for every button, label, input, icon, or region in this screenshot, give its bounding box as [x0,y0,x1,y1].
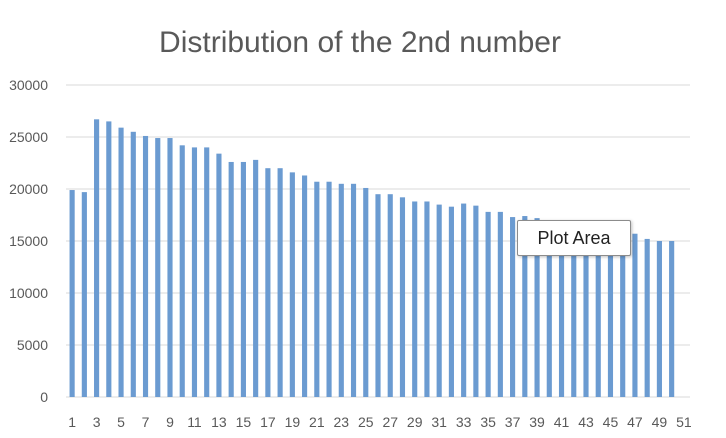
x-tick-label: 13 [211,414,227,430]
bar[interactable] [94,119,100,397]
x-tick-label: 29 [407,414,423,430]
x-tick-label: 35 [480,414,496,430]
bar[interactable] [130,131,136,398]
bar-series[interactable] [69,119,675,398]
bar[interactable] [534,218,540,397]
bar[interactable] [167,138,173,398]
x-tick-label: 11 [187,414,202,430]
bar[interactable] [424,201,430,397]
x-tick-label: 47 [627,414,643,430]
x-axis-tick-labels: 1 3 5 7 9 11 13 15 17 19 21 23 25 27 29 31 33 35 37 39 41 43 4… [68,414,692,430]
bar[interactable] [461,203,467,397]
bar[interactable] [216,153,222,397]
bar[interactable] [620,233,626,397]
bar[interactable] [375,194,381,397]
bar[interactable] [497,211,503,397]
y-tick-label: 0 [40,389,48,405]
x-tick-label: 21 [309,414,325,430]
bar[interactable] [350,183,357,397]
y-tick-label: 20000 [9,181,48,197]
x-tick-label: 1 [68,414,76,430]
x-tick-label: 5 [117,414,125,430]
y-tick-label: 30000 [9,77,48,93]
bar[interactable] [302,175,308,397]
x-tick-label: 25 [358,414,374,430]
bar[interactable] [399,197,406,397]
x-tick-label: 51 [676,414,692,430]
bar[interactable] [558,228,565,397]
bar[interactable] [228,161,234,397]
bar[interactable] [326,181,332,397]
bar[interactable] [546,226,552,397]
x-tick-label: 43 [578,414,594,430]
x-tick-label: 3 [93,414,101,430]
plot-area-tooltip: Plot Area [517,220,631,256]
x-tick-label: 31 [431,414,447,430]
bar[interactable] [314,181,320,397]
bar[interactable] [669,241,675,397]
bar[interactable] [412,201,418,397]
bar[interactable] [179,145,185,397]
bar[interactable] [583,233,589,397]
bar[interactable] [448,206,454,397]
bar[interactable] [595,234,601,397]
bar[interactable] [485,211,491,397]
x-tick-label: 23 [334,414,350,430]
x-tick-label: 19 [285,414,301,430]
bar[interactable] [387,194,393,397]
x-tick-label: 33 [456,414,472,430]
bar[interactable] [277,168,283,397]
y-tick-label: 5000 [17,337,48,353]
bar[interactable] [118,127,124,397]
x-tick-label: 45 [603,414,619,430]
bar[interactable] [191,147,198,397]
bar[interactable] [289,172,295,397]
bar[interactable] [436,204,442,397]
y-tick-label: 25000 [9,129,48,145]
bar[interactable] [363,187,369,397]
bar[interactable] [522,216,528,397]
x-tick-label: 9 [166,414,174,430]
bar[interactable] [106,121,112,398]
bar[interactable] [204,147,210,397]
bar[interactable] [265,168,271,397]
bar[interactable] [510,217,516,397]
bar[interactable] [155,138,161,398]
bar[interactable] [632,233,638,397]
x-tick-label: 37 [505,414,521,430]
x-tick-label: 7 [142,414,150,430]
x-tick-label: 17 [260,414,276,430]
bar[interactable] [240,161,246,397]
x-tick-label: 39 [529,414,545,430]
bar[interactable] [338,183,344,397]
x-tick-label: 49 [652,414,668,430]
bar[interactable] [69,190,75,397]
y-tick-label: 10000 [9,285,48,301]
chart-title: Distribution of the 2nd number [159,26,561,59]
bar[interactable] [644,238,650,397]
y-tick-label: 15000 [9,233,48,249]
bar[interactable] [253,159,259,397]
bar[interactable] [571,230,577,397]
bar[interactable] [656,241,662,397]
bar[interactable] [81,192,87,397]
x-tick-label: 41 [554,414,570,430]
bar[interactable] [473,205,479,397]
x-tick-label: 15 [236,414,252,430]
bar[interactable] [607,232,614,397]
bar[interactable] [142,135,149,397]
y-axis-tick-labels: 0 5000 10000 15000 20000 25000 30000 [9,77,48,405]
x-tick-label: 27 [382,414,398,430]
